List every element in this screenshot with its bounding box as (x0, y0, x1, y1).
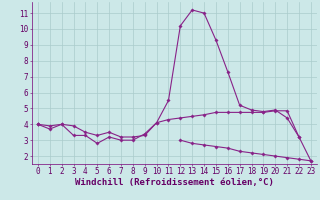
X-axis label: Windchill (Refroidissement éolien,°C): Windchill (Refroidissement éolien,°C) (75, 178, 274, 187)
